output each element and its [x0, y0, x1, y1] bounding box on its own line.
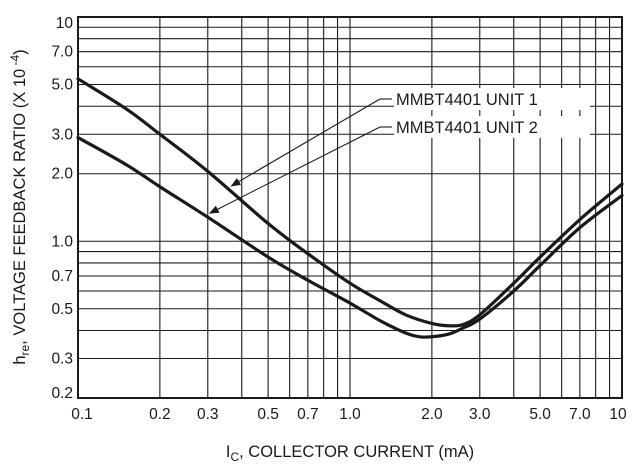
y-axis-title-rest: , VOLTAGE FEEDBACK RATIO (X 10 [11, 69, 29, 345]
y-tick-label: 0.5 [51, 301, 73, 318]
y-tick-label: 5.0 [51, 77, 73, 94]
x-tick-labels: 0.1 0.2 0.3 0.5 0.7 1.0 2.0 3.0 5.0 7.0 10 [71, 406, 627, 423]
y-axis-title-main: h [11, 355, 29, 364]
y-axis-title-close: ) [11, 49, 29, 55]
x-tick-label: 0.2 [149, 406, 171, 423]
series-line-unit-1 [76, 77, 624, 328]
y-tick-label: 1.0 [51, 233, 73, 250]
x-axis-title: IC, COLLECTOR CURRENT (mA) [226, 443, 474, 464]
annotation-label-unit-2: MMBT4401 UNIT 2 [396, 119, 538, 137]
annotation-background-unit-1 [394, 88, 590, 110]
annotation-label-unit-1: MMBT4401 UNIT 1 [396, 91, 538, 109]
y-tick-label: 7.0 [51, 44, 73, 61]
annotation-arrow-unit-2 [208, 126, 381, 214]
grid-lines [78, 17, 622, 398]
x-axis-title-sub: C [230, 450, 239, 464]
x-tick-label: 1.0 [339, 406, 361, 423]
x-axis-title-main: I [226, 443, 231, 461]
plot-frame [77, 16, 623, 399]
x-tick-label: 0.7 [297, 406, 319, 423]
x-axis-title-rest: , COLLECTOR CURRENT (mA) [239, 443, 474, 461]
y-tick-label: 0.3 [51, 351, 73, 368]
y-tick-labels: 0.2 0.3 0.5 0.7 1.0 2.0 3.0 5.0 7.0 10 [51, 15, 73, 402]
x-tick-label: 10 [609, 406, 627, 423]
x-tick-label: 0.1 [71, 406, 93, 423]
annotation-arrow-unit-1 [230, 98, 381, 187]
x-tick-label: 3.0 [469, 406, 491, 423]
y-axis-title-sup: -4 [8, 55, 22, 69]
series-annotations: MMBT4401 UNIT 1 MMBT4401 UNIT 2 [208, 88, 590, 214]
annotation-background-unit-2 [394, 116, 590, 138]
series-line-unit-2 [76, 135, 624, 339]
x-tick-label: 0.3 [197, 406, 219, 423]
x-tick-label: 5.0 [529, 406, 551, 423]
y-tick-label: 3.0 [51, 126, 73, 143]
y-tick-label: 0.2 [51, 385, 73, 402]
x-tick-label: 0.5 [257, 406, 279, 423]
data-curves [76, 77, 624, 339]
y-tick-label: 2.0 [51, 166, 73, 183]
y-axis-title-sub: re [18, 344, 32, 355]
x-tick-label: 7.0 [569, 406, 591, 423]
x-tick-label: 2.0 [421, 406, 443, 423]
y-axis-title: hre, VOLTAGE FEEDBACK RATIO (X 10 -4) [8, 49, 32, 364]
y-tick-label: 10 [56, 15, 74, 32]
y-tick-label: 0.7 [51, 268, 73, 285]
